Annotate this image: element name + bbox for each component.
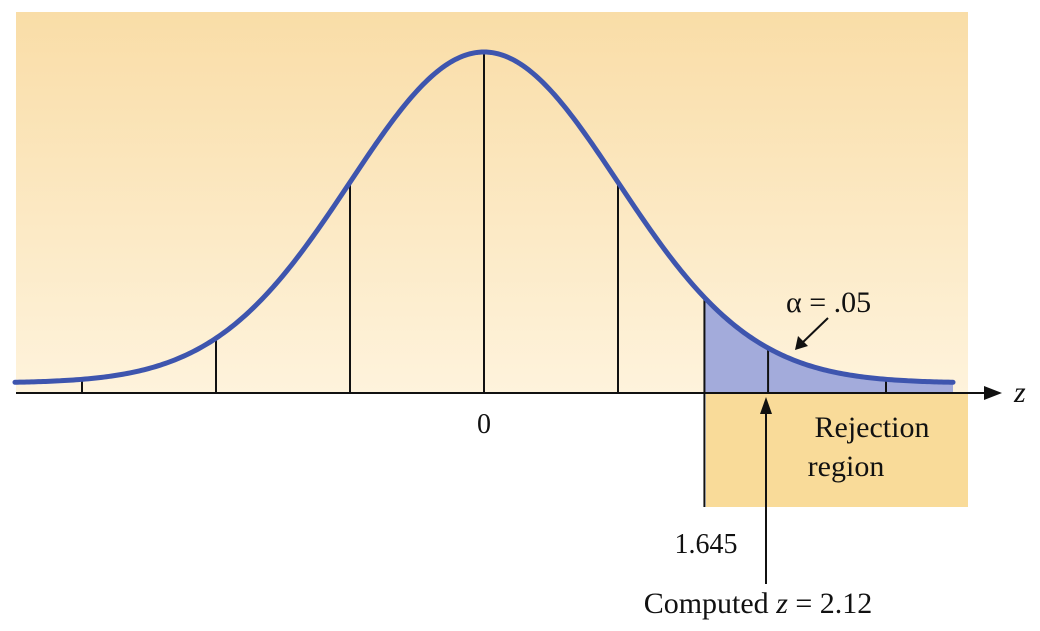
critical-value-label: 1.645	[675, 529, 738, 560]
z-axis-label: z	[1013, 376, 1026, 409]
computed-z-label-var: z	[775, 587, 788, 620]
computed-z-label-suffix: = 2.12	[795, 587, 872, 620]
rejection-region-label-line1: Rejection	[815, 411, 930, 444]
vertical-reference-lines	[215, 52, 770, 393]
alpha-pointer-line	[799, 317, 829, 346]
center-tick-label: 0	[477, 409, 491, 440]
axis-tick-marks	[81, 381, 887, 393]
alpha-pointer-arrowhead	[795, 336, 808, 350]
alpha-label: α = .05	[786, 286, 871, 319]
rejection-region-box	[706, 393, 968, 507]
z-axis-arrowhead	[984, 386, 1002, 400]
plot-background	[16, 12, 968, 393]
computed-z-label-prefix: Computed	[644, 587, 769, 620]
computed-z-label: Computed z = 2.12	[644, 587, 873, 620]
rejection-region-label-line2: region	[808, 450, 885, 483]
normal-curve	[12, 49, 956, 385]
alpha-tail-area	[704, 297, 953, 393]
computed-z-pointer-arrowhead	[760, 397, 772, 414]
